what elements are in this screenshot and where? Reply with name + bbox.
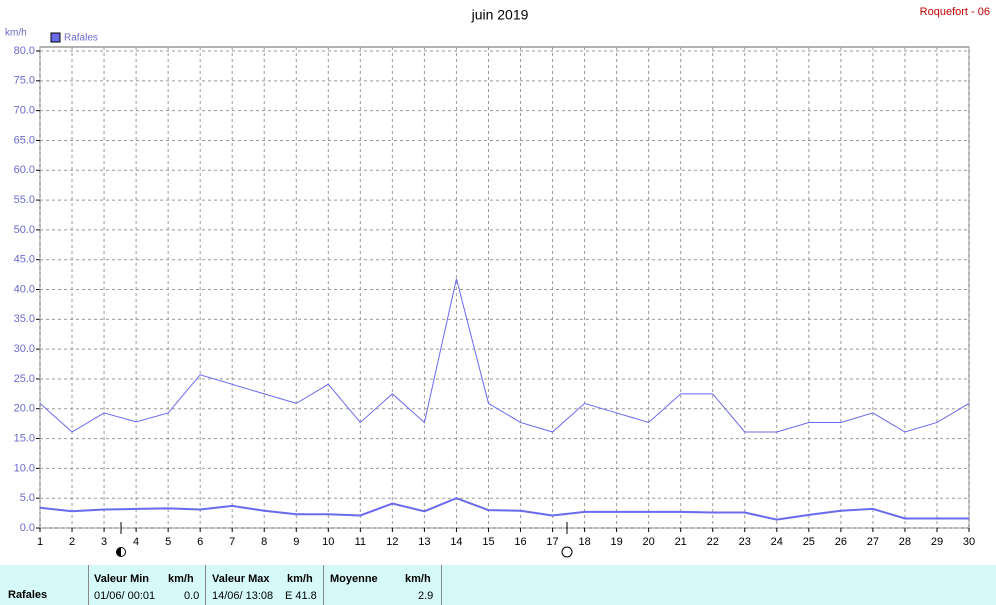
separator xyxy=(323,565,324,605)
x-tick-label: 29 xyxy=(931,536,943,548)
plot-frame xyxy=(39,46,970,529)
x-tick-label: 7 xyxy=(229,536,235,548)
value: E 41.8 xyxy=(285,590,317,602)
chart: juin 2019 Roquefort - 06 km/h 0.0 5.0 10.0… xyxy=(5,6,990,558)
x-tick-label: 10 xyxy=(322,536,334,548)
x-tick-label: 3 xyxy=(101,536,107,548)
x-tick-label: 19 xyxy=(610,536,622,548)
x-tick-label: 11 xyxy=(355,536,366,548)
value: 0.0 xyxy=(184,590,200,602)
moon-shade xyxy=(116,547,121,557)
x-tick-label: 15 xyxy=(482,536,494,548)
y-tick-label: 45.0 xyxy=(14,254,35,266)
x-tick-label: 12 xyxy=(386,536,398,548)
x-tick-label: 25 xyxy=(803,536,815,548)
x-tick-label: 9 xyxy=(293,536,299,548)
x-tick-label: 16 xyxy=(514,536,526,548)
x-tick-label: 14 xyxy=(450,536,462,548)
chart-title: juin 2019 xyxy=(471,7,529,23)
legend-swatch xyxy=(50,32,61,43)
x-tick-label: 5 xyxy=(165,536,171,548)
unit: km/h xyxy=(405,573,431,585)
unit: km/h xyxy=(287,573,313,585)
moon-icon xyxy=(561,546,573,558)
series-line xyxy=(39,278,970,433)
y-tick-label: 60.0 xyxy=(14,164,35,176)
y-tick-label: 35.0 xyxy=(14,313,35,325)
x-tick-label: 4 xyxy=(133,536,139,548)
separator xyxy=(205,565,206,605)
x-tick-label: 2 xyxy=(69,536,75,548)
x-tick-label: 13 xyxy=(418,536,430,548)
header: Moyenne xyxy=(330,573,378,585)
x-tick-label: 30 xyxy=(963,536,975,548)
x-tick-label: 18 xyxy=(578,536,590,548)
x-tick-label: 22 xyxy=(707,536,719,548)
y-tick-label: 40.0 xyxy=(14,283,35,295)
value: 2.9 xyxy=(418,590,434,602)
y-tick-label: 70.0 xyxy=(14,105,35,117)
y-tick-label: 30.0 xyxy=(14,343,35,355)
x-tick-label: 20 xyxy=(643,536,655,548)
x-tick-label: 6 xyxy=(197,536,203,548)
y-tick-label: 55.0 xyxy=(14,194,35,206)
y-tick-label: 5.0 xyxy=(20,492,35,504)
x-tick-label: 23 xyxy=(739,536,751,548)
station: Roquefort - 06 xyxy=(920,6,990,18)
date: 01/06/ 00:01 xyxy=(94,590,156,602)
row-label: Rafales xyxy=(8,589,48,601)
legend-label: Rafales xyxy=(64,33,98,44)
y-tick-label: 25.0 xyxy=(14,373,35,385)
separator xyxy=(441,565,442,605)
y-unit: km/h xyxy=(5,28,27,39)
x-tick-label: 28 xyxy=(899,536,911,548)
y-tick-label: 50.0 xyxy=(14,224,35,236)
y-tick-label: 80.0 xyxy=(14,45,35,57)
series-line xyxy=(39,497,969,521)
y-tick-label: 0.0 xyxy=(20,522,35,534)
y-tick-label: 15.0 xyxy=(14,432,35,444)
date: 14/06/ 13:08 xyxy=(212,590,274,602)
y-tick-label: 20.0 xyxy=(14,403,35,415)
x-tick-label: 8 xyxy=(261,536,267,548)
x-tick-label: 1 xyxy=(37,536,43,548)
y-tick-label: 75.0 xyxy=(14,75,35,87)
x-tick-label: 26 xyxy=(835,536,847,548)
y-tick-label: 10.0 xyxy=(14,462,35,474)
x-tick-label: 24 xyxy=(771,536,783,548)
y-tick-label: 65.0 xyxy=(14,134,35,146)
header: Valeur Max xyxy=(212,573,270,585)
separator xyxy=(88,565,89,605)
unit: km/h xyxy=(168,573,194,585)
x-tick-label: 27 xyxy=(867,536,879,548)
x-tick-label: 17 xyxy=(546,536,558,548)
x-tick-label: 21 xyxy=(675,536,687,548)
header: Valeur Min xyxy=(94,573,150,585)
summary-table: Rafales Valeur Min km/h 01/06/ 00:01 0.0… xyxy=(0,565,996,605)
